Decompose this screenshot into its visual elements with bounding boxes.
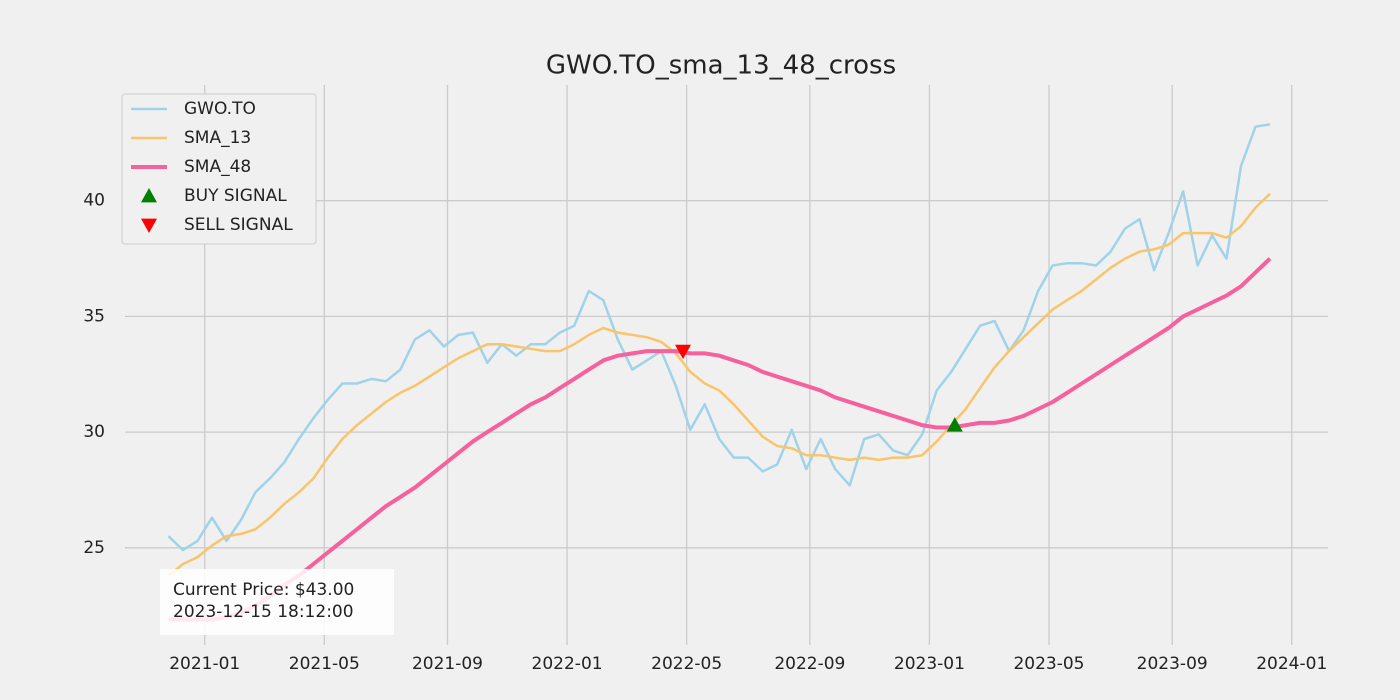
legend-label: SMA_13 [184,128,251,148]
legend-box [121,93,317,245]
x-tick-label: 2022-09 [774,654,845,674]
chart-title: GWO.TO_sma_13_48_cross [546,51,896,81]
x-tick-label: 2023-05 [1013,654,1084,674]
legend-marker [141,188,157,203]
x-tick-label: 2023-09 [1137,654,1208,674]
y-tick-label: 40 [83,191,105,211]
legend-marker [141,218,157,233]
x-tick-label: 2022-05 [651,654,722,674]
legend-label: SELL SIGNAL [184,215,293,235]
legend-label: BUY SIGNAL [184,186,287,206]
x-tick-label: 2023-01 [894,654,965,674]
signal-marker [675,344,692,360]
x-tick-label: 2021-05 [289,654,360,674]
legend: GWO.TO SMA_13 SMA_48 BUY SIGNAL SELL SIGNAL [121,93,317,245]
legend-label: GWO.TO [184,99,256,119]
x-tick-label: 2021-09 [412,654,483,674]
x-tick-label: 2021-01 [169,654,240,674]
signal-marker [946,417,963,432]
price-line [167,123,1271,552]
x-tick-label: 2022-01 [532,654,603,674]
annotation-text: 2023-12-15 18:12:00 [173,602,354,622]
y-tick-label: 30 [83,422,105,442]
legend-label: SMA_48 [184,157,251,177]
price-line [168,257,1272,622]
y-tick-label: 35 [83,306,105,326]
price-line [167,192,1271,577]
annotation-text: Current Price: $43.00 [173,580,354,600]
annotation-box [160,569,394,635]
x-tick-label: 2024-01 [1256,654,1327,674]
y-tick-label: 25 [83,538,105,558]
